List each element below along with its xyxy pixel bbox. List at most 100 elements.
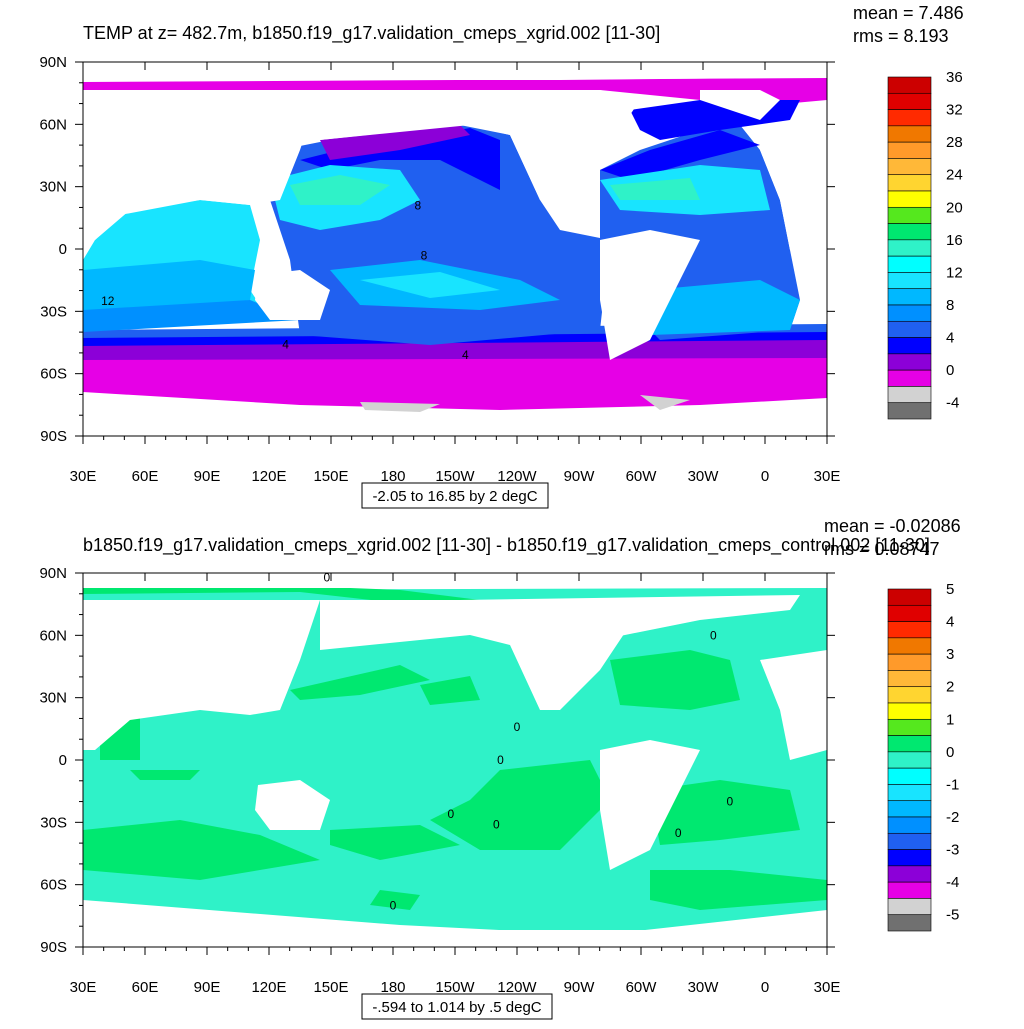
contour-label: 8 — [421, 248, 428, 262]
colorbar-label: 32 — [946, 102, 963, 119]
x-tick-label: 90E — [194, 468, 221, 485]
colorbar-label: 28 — [946, 134, 963, 151]
colorbar-swatch — [887, 735, 932, 753]
colorbar-swatch — [887, 190, 932, 208]
colorbar-swatch — [887, 686, 932, 704]
colorbar-swatch — [887, 849, 932, 867]
colorbar-swatch — [887, 109, 932, 127]
colorbar-swatch — [887, 800, 932, 818]
panel1-range-label: -2.05 to 16.85 by 2 degC — [372, 488, 537, 505]
x-tick-label: 30E — [70, 468, 97, 485]
colorbar-label: -4 — [946, 874, 959, 891]
y-tick-label: 30N — [39, 690, 67, 707]
colorbar-swatch — [887, 637, 932, 655]
colorbar-label: -3 — [946, 842, 959, 859]
x-tick-label: 90W — [564, 468, 596, 485]
colorbar-swatch — [887, 174, 932, 192]
colorbar-swatch — [887, 865, 932, 883]
panel2-ticks: 30E 60E 90E 120E 150E 180 150W 120W 90W 60W 30W 0 30… — [39, 565, 840, 996]
colorbar-swatch — [887, 914, 932, 932]
colorbar-swatch — [887, 816, 932, 834]
colorbar-label: 36 — [946, 69, 963, 86]
contour-label: 12 — [101, 294, 115, 308]
contour-label: 0 — [390, 899, 397, 913]
contour-label: 4 — [282, 338, 289, 352]
x-tick-label: 180 — [380, 979, 405, 996]
colorbar-swatch — [887, 76, 932, 94]
colorbar-swatch — [887, 718, 932, 736]
panel1-range-box — [361, 482, 549, 509]
colorbar-label: -1 — [946, 776, 959, 793]
colorbar-label: -5 — [946, 907, 959, 924]
colorbar-swatch — [887, 369, 932, 387]
y-tick-label: 60S — [40, 366, 67, 383]
x-tick-label: 90W — [564, 979, 596, 996]
colorbar-swatch — [887, 881, 932, 899]
y-tick-label: 0 — [59, 241, 67, 258]
contour-label: 0 — [497, 753, 504, 767]
x-tick-label: 30E — [814, 979, 841, 996]
colorbar-label: 0 — [946, 362, 954, 379]
colorbar-swatch — [887, 320, 932, 338]
colorbar-swatch — [887, 158, 932, 176]
colorbar-swatch — [887, 125, 932, 143]
colorbar-swatch — [887, 304, 932, 322]
contour-label: 0 — [675, 826, 682, 840]
x-tick-label: 150W — [435, 979, 475, 996]
panel1-map-field — [83, 62, 827, 436]
colorbar-swatch — [887, 832, 932, 850]
x-tick-label: 150E — [313, 979, 348, 996]
colorbar-label: 1 — [946, 711, 954, 728]
colorbar-swatch — [887, 588, 932, 606]
x-tick-label: 60E — [132, 979, 159, 996]
x-tick-label: 30E — [70, 979, 97, 996]
colorbar-swatch — [887, 353, 932, 371]
x-tick-label: 180 — [380, 468, 405, 485]
colorbar-label: 12 — [946, 264, 963, 281]
y-tick-label: 60N — [39, 627, 67, 644]
y-tick-label: 30S — [40, 303, 67, 320]
panel1-contour-labels: 8 8 12 4 4 — [101, 199, 469, 363]
x-tick-label: 60W — [626, 468, 658, 485]
colorbar-label: 8 — [946, 297, 954, 314]
x-tick-label: 0 — [761, 979, 769, 996]
colorbar-label: 4 — [946, 330, 954, 347]
colorbar-label: 5 — [946, 581, 954, 598]
colorbar-swatch — [887, 898, 932, 916]
x-tick-label: 30W — [688, 979, 720, 996]
contour-label: 0 — [727, 795, 734, 809]
contour-label: 0 — [514, 720, 521, 734]
colorbar-label: 3 — [946, 646, 954, 663]
colorbar-swatch — [887, 386, 932, 404]
x-tick-label: 120E — [251, 979, 286, 996]
y-tick-label: 60N — [39, 116, 67, 133]
colorbar-swatch — [887, 621, 932, 639]
colorbar-swatch — [887, 702, 932, 720]
colorbar-label: -2 — [946, 809, 959, 826]
panel2-rms: rms = 0.08747 — [824, 539, 940, 559]
x-tick-label: 30E — [814, 468, 841, 485]
panel1-colorbar: 36 32 28 24 20 16 12 8 4 0 -4 — [887, 69, 963, 420]
colorbar-swatch — [887, 206, 932, 224]
colorbar-swatch — [887, 239, 932, 257]
colorbar-swatch — [887, 653, 932, 671]
colorbar-swatch — [887, 141, 932, 159]
panel1-title: TEMP at z= 482.7m, b1850.f19_g17.validat… — [83, 23, 660, 44]
y-tick-label: 30S — [40, 814, 67, 831]
y-tick-label: 90N — [39, 565, 67, 582]
y-tick-label: 90S — [40, 428, 67, 445]
colorbar-label: 4 — [946, 614, 954, 631]
contour-label: 8 — [414, 199, 421, 213]
y-tick-label: 90N — [39, 54, 67, 71]
panel2-contour-labels: 0 0 0 0 0 0 0 0 0 — [324, 570, 734, 912]
colorbar-swatch — [887, 288, 932, 306]
colorbar-swatch — [887, 751, 932, 769]
colorbar-swatch — [887, 272, 932, 290]
x-tick-label: 0 — [761, 468, 769, 485]
contour-label: 0 — [448, 807, 455, 821]
panel1-rms: rms = 8.193 — [853, 26, 949, 46]
x-tick-label: 150W — [435, 468, 475, 485]
panel2-colorbar: 5 4 3 2 1 0 -1 -2 -3 -4 -5 — [887, 581, 959, 932]
y-tick-label: 60S — [40, 877, 67, 894]
